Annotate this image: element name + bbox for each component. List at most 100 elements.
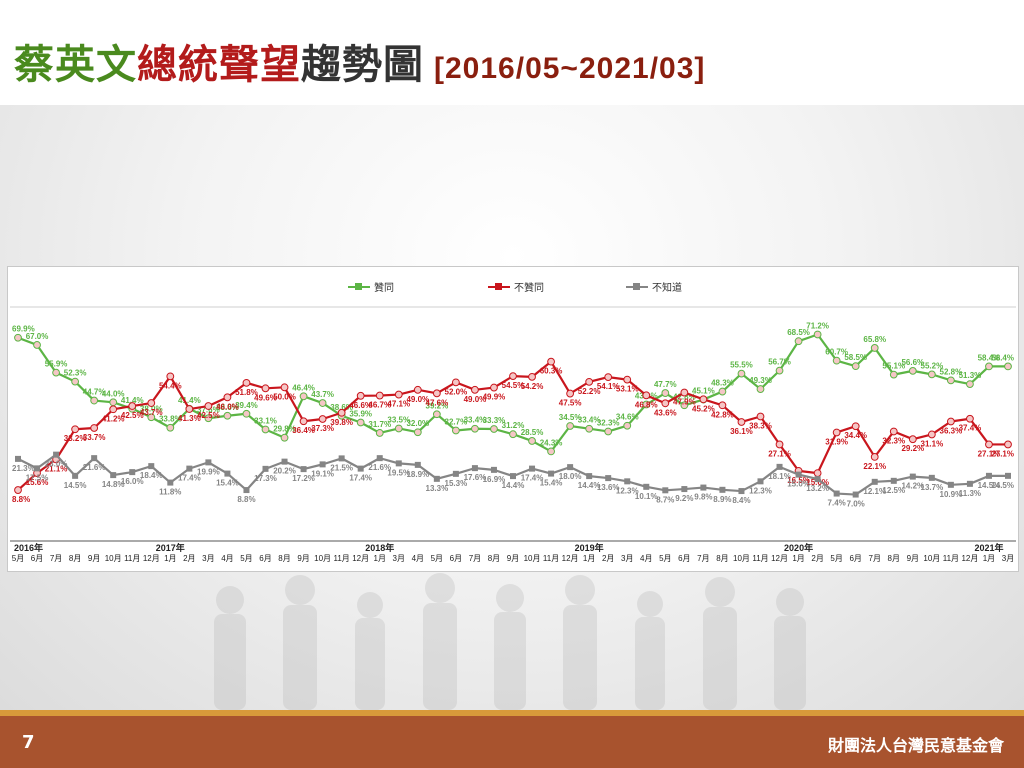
data-label-2-11: 15.4% (216, 479, 239, 488)
data-point-2-8 (167, 479, 174, 486)
data-label-1-6: 42.5% (121, 411, 144, 420)
data-label-2-48: 13.7% (921, 483, 944, 492)
x-tick-label-25: 8月 (488, 554, 500, 563)
x-tick-label-13: 6月 (259, 554, 271, 563)
data-point-2-13 (262, 465, 269, 472)
data-label-1-13: 49.6% (254, 393, 277, 402)
data-label-1-52: 27.1% (991, 449, 1014, 458)
data-label-1-26: 54.5% (502, 381, 525, 390)
x-tick-label-41: 1月 (792, 554, 804, 563)
data-label-2-4: 21.6% (83, 463, 106, 472)
data-label-1-31: 54.1% (597, 382, 620, 391)
data-label-1-39: 38.3% (749, 422, 772, 431)
title-trend: 趨勢圖 (301, 42, 424, 88)
data-point-2-30 (586, 473, 593, 480)
data-label-2-1: 17.5% (26, 473, 49, 482)
legend-marker-0 (355, 283, 362, 290)
x-tick-label-37: 8月 (716, 554, 728, 563)
data-label-1-20: 47.1% (387, 400, 410, 409)
footer-bar: 7 財團法人台灣民意基金會 (0, 710, 1024, 768)
data-label-0-26: 31.2% (502, 421, 525, 430)
data-label-2-45: 12.1% (863, 487, 886, 496)
data-point-0-34 (661, 389, 670, 397)
data-point-1-34 (661, 399, 670, 408)
data-label-2-28: 15.4% (540, 479, 563, 488)
data-point-2-0 (15, 455, 21, 462)
data-label-1-51: 27.1% (978, 449, 1001, 458)
chart-frame: 贊同 不贊同 不知道 69.9% 67.0% 55.9% 52.3% 44.7% 44.0% 41… (7, 266, 1019, 572)
data-point-1-0 (14, 486, 22, 494)
data-point-1-21 (413, 385, 422, 394)
data-label-1-3: 33.2% (64, 434, 87, 443)
x-tick-label-46: 8月 (888, 554, 900, 563)
data-point-2-37 (719, 486, 726, 493)
x-tick-label-1: 6月 (31, 554, 43, 563)
data-label-1-16: 37.3% (311, 424, 334, 433)
data-point-1-38 (737, 418, 746, 426)
data-point-1-37 (718, 401, 727, 410)
data-point-2-42 (814, 476, 821, 483)
data-label-1-9: 41.3% (178, 414, 201, 423)
data-label-1-49: 36.3% (940, 426, 963, 435)
data-label-0-7: 38.0% (140, 404, 163, 413)
data-label-0-21: 32.0% (406, 419, 429, 428)
data-point-2-44 (852, 491, 859, 498)
data-point-2-27 (529, 465, 536, 472)
data-point-2-34 (662, 487, 669, 494)
data-point-1-51 (985, 440, 993, 449)
data-point-2-47 (909, 473, 916, 480)
data-label-2-2: 23.0% (45, 460, 68, 469)
data-label-1-12: 51.8% (235, 388, 258, 397)
data-label-0-36: 45.1% (692, 387, 715, 396)
data-label-2-41: 15.0% (787, 480, 810, 489)
data-label-1-32: 53.1% (616, 385, 639, 394)
data-label-0-16: 43.7% (311, 390, 334, 399)
data-label-0-49: 52.8% (940, 367, 963, 376)
x-tick-label-52: 3月 (1002, 554, 1014, 563)
data-point-1-32 (623, 375, 632, 384)
data-point-0-45 (870, 344, 879, 352)
year-label-2: 2018年 (365, 542, 394, 553)
data-point-1-43 (832, 428, 841, 437)
data-label-2-9: 17.4% (178, 474, 201, 483)
data-label-2-3: 14.5% (64, 481, 87, 490)
data-point-0-48 (927, 370, 936, 379)
data-label-2-17: 21.5% (330, 463, 353, 472)
data-point-2-31 (605, 475, 612, 482)
data-label-1-30: 52.2% (578, 387, 601, 396)
data-label-1-18: 46.6% (349, 401, 372, 410)
title-date-range: [2016/05~2021/03] (434, 52, 706, 85)
x-tick-label-14: 8月 (278, 554, 290, 563)
data-label-2-15: 17.2% (292, 474, 315, 483)
data-label-0-43: 60.7% (825, 348, 848, 357)
data-label-0-35: 42.8% (673, 392, 696, 401)
data-label-0-0: 69.9% (12, 325, 35, 334)
data-label-0-5: 44.0% (102, 389, 125, 398)
data-label-1-1: 15.6% (26, 478, 49, 487)
x-tick-label-7: 12月 (143, 554, 160, 563)
data-label-0-39: 49.3% (749, 376, 772, 385)
data-label-0-41: 68.5% (787, 328, 810, 337)
data-label-0-9: 41.4% (178, 396, 201, 405)
data-label-1-38: 36.1% (730, 427, 753, 436)
data-point-2-11 (224, 470, 231, 477)
data-point-0-15 (299, 392, 308, 401)
data-label-1-29: 47.5% (559, 399, 582, 408)
year-label-1: 2017年 (156, 542, 185, 553)
x-tick-label-4: 9月 (88, 554, 100, 563)
data-point-0-47 (908, 366, 917, 375)
data-point-1-11 (223, 393, 232, 402)
data-point-1-28 (547, 357, 555, 366)
x-tick-label-0: 5月 (12, 554, 24, 563)
data-point-0-27 (528, 437, 536, 445)
data-label-1-36: 45.2% (692, 404, 715, 413)
data-label-2-12: 8.8% (237, 495, 255, 504)
data-point-0-29 (566, 422, 575, 430)
data-label-0-51: 58.4% (978, 353, 1001, 362)
x-tick-label-11: 4月 (221, 554, 233, 563)
data-label-2-18: 17.4% (349, 474, 372, 483)
data-point-1-13 (261, 384, 270, 393)
x-tick-label-22: 5月 (431, 554, 443, 563)
data-label-2-5: 14.8% (102, 480, 125, 489)
data-label-0-37: 48.3% (711, 379, 734, 388)
